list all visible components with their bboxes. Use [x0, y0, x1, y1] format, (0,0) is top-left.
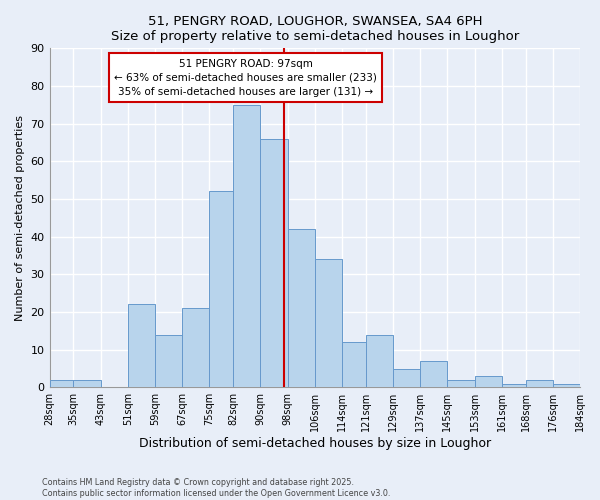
Bar — [475, 376, 502, 388]
Bar — [420, 361, 448, 388]
Bar — [366, 334, 393, 388]
Text: 51 PENGRY ROAD: 97sqm
← 63% of semi-detached houses are smaller (233)
35% of sem: 51 PENGRY ROAD: 97sqm ← 63% of semi-deta… — [115, 58, 377, 96]
Bar — [342, 342, 366, 388]
Bar — [502, 384, 526, 388]
Bar — [73, 380, 101, 388]
Y-axis label: Number of semi-detached properties: Number of semi-detached properties — [15, 115, 25, 321]
Bar — [233, 105, 260, 388]
Bar — [182, 308, 209, 388]
Bar — [128, 304, 155, 388]
Bar — [448, 380, 475, 388]
Bar — [526, 380, 553, 388]
Bar — [287, 229, 315, 388]
Bar — [209, 192, 233, 388]
Title: 51, PENGRY ROAD, LOUGHOR, SWANSEA, SA4 6PH
Size of property relative to semi-det: 51, PENGRY ROAD, LOUGHOR, SWANSEA, SA4 6… — [110, 15, 519, 43]
Bar — [260, 138, 287, 388]
Bar — [315, 260, 342, 388]
Bar — [393, 368, 420, 388]
Bar — [50, 380, 73, 388]
Text: Contains HM Land Registry data © Crown copyright and database right 2025.
Contai: Contains HM Land Registry data © Crown c… — [42, 478, 391, 498]
Bar — [553, 384, 580, 388]
X-axis label: Distribution of semi-detached houses by size in Loughor: Distribution of semi-detached houses by … — [139, 437, 491, 450]
Bar — [155, 334, 182, 388]
